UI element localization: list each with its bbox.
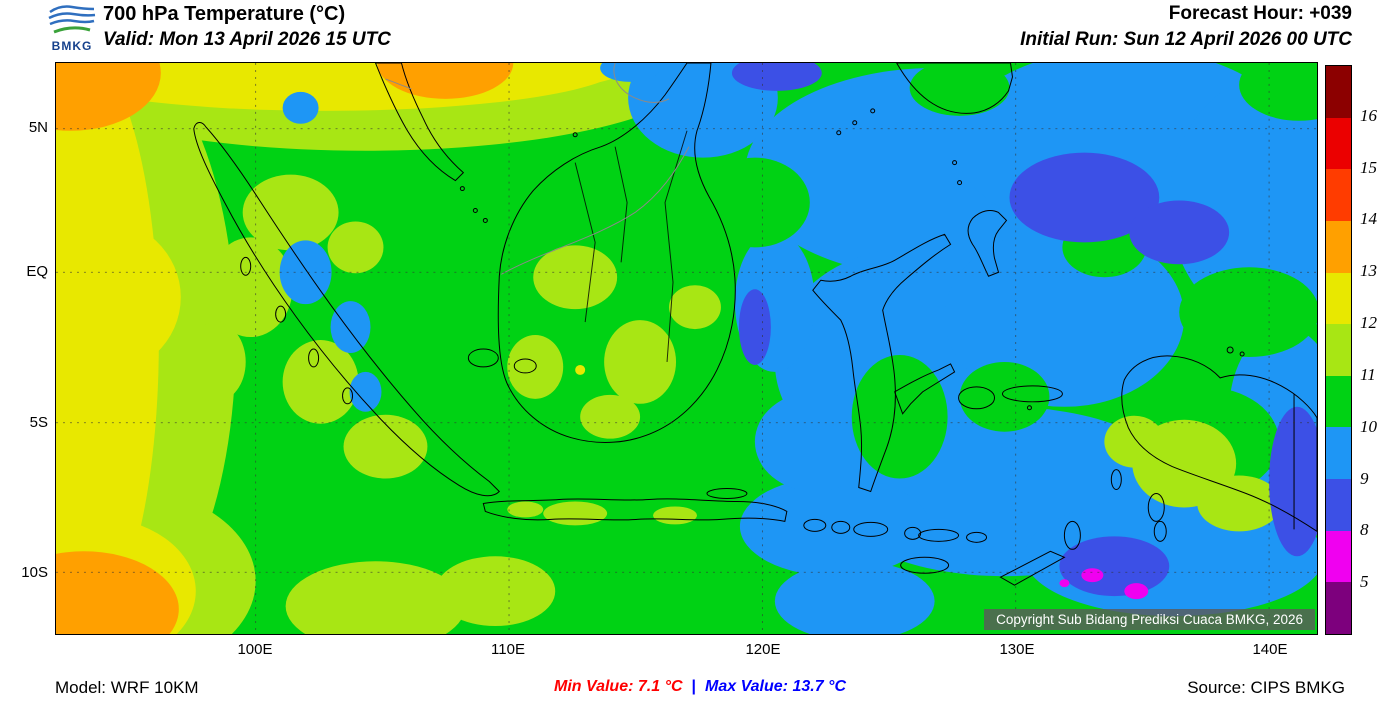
- source-label: Source: CIPS BMKG: [1187, 678, 1345, 697]
- max-value-label: Max Value: 13.7 °C: [705, 678, 846, 696]
- colorbar-segment: [1326, 582, 1351, 635]
- lat-label-5s: 5S: [29, 414, 48, 431]
- colorbar-segment: [1326, 375, 1351, 428]
- colorbar-tick-label: 5: [1360, 572, 1369, 592]
- colorbar-tick-label: 16: [1360, 105, 1377, 125]
- max-value: 13.7 °C: [792, 678, 846, 695]
- colorbar-tick-label: 10: [1360, 416, 1377, 436]
- page-title: 700 hPa Temperature (°C): [103, 3, 346, 25]
- bmkg-logo-text: BMKG: [51, 39, 93, 53]
- lon-label-120e: 120E: [745, 641, 781, 658]
- lon-label-130e: 130E: [999, 641, 1035, 658]
- colorbar-segment: [1326, 530, 1351, 583]
- colorbar-segment: [1326, 324, 1351, 376]
- coastlines-layer: [193, 63, 1317, 586]
- colorbar-labels: 16 15 14 13 12 11 10 9 8 5: [1360, 65, 1396, 635]
- copyright-overlay: Copyright Sub Bidang Prediksi Cuaca BMKG…: [984, 609, 1315, 630]
- colorbar-tick-label: 11: [1360, 364, 1376, 384]
- min-value-label: Min Value: 7.1 °C: [554, 678, 683, 696]
- colorbar-segment: [1326, 479, 1351, 531]
- min-value: 7.1 °C: [637, 678, 683, 695]
- forecast-hour-label: Forecast Hour: +039: [1168, 3, 1352, 24]
- lat-label-10s: 10S: [21, 564, 48, 581]
- lat-label-5n: 5N: [28, 119, 48, 136]
- min-label: Min Value:: [554, 678, 634, 695]
- colorbar-segment: [1326, 117, 1351, 170]
- initial-run-label: Initial Run: Sun 12 April 2026 00 UTC: [1020, 29, 1352, 50]
- minmax-line: Min Value: 7.1 °C | Max Value: 13.7 °C: [0, 678, 1400, 696]
- bmkg-logo: BMKG: [44, 1, 100, 53]
- colorbar-segment: [1326, 66, 1351, 118]
- colorbar: [1325, 65, 1352, 635]
- colorbar-tick-label: 8: [1360, 520, 1369, 540]
- gridlines-layer: [56, 63, 1317, 634]
- lat-label-eq: EQ: [26, 263, 48, 280]
- model-label: Model: WRF 10KM: [55, 678, 199, 697]
- colorbar-tick-label: 12: [1360, 313, 1377, 333]
- colorbar-tick-label: 9: [1360, 468, 1369, 488]
- lon-label-110e: 110E: [491, 641, 525, 658]
- bmkg-logo-icon: [48, 5, 96, 34]
- country-borders-layer: [385, 63, 690, 275]
- colorbar-tick-label: 15: [1360, 157, 1377, 177]
- temperature-field-layer: [56, 63, 1317, 634]
- valid-time-label: Valid: Mon 13 April 2026 15 UTC: [103, 29, 391, 50]
- lon-label-100e: 100E: [237, 641, 273, 658]
- lon-label-140e: 140E: [1252, 641, 1288, 658]
- temperature-field-svg: [56, 63, 1317, 634]
- colorbar-segment: [1326, 169, 1351, 221]
- minmax-divider: |: [691, 678, 696, 695]
- colorbar-tick-label: 13: [1360, 261, 1377, 281]
- max-label: Max Value:: [705, 678, 788, 695]
- colorbar-segment: [1326, 272, 1351, 325]
- colorbar-segment: [1326, 220, 1351, 273]
- colorbar-segment: [1326, 427, 1351, 480]
- map-area: Copyright Sub Bidang Prediksi Cuaca BMKG…: [55, 62, 1318, 635]
- colorbar-tick-label: 14: [1360, 209, 1377, 229]
